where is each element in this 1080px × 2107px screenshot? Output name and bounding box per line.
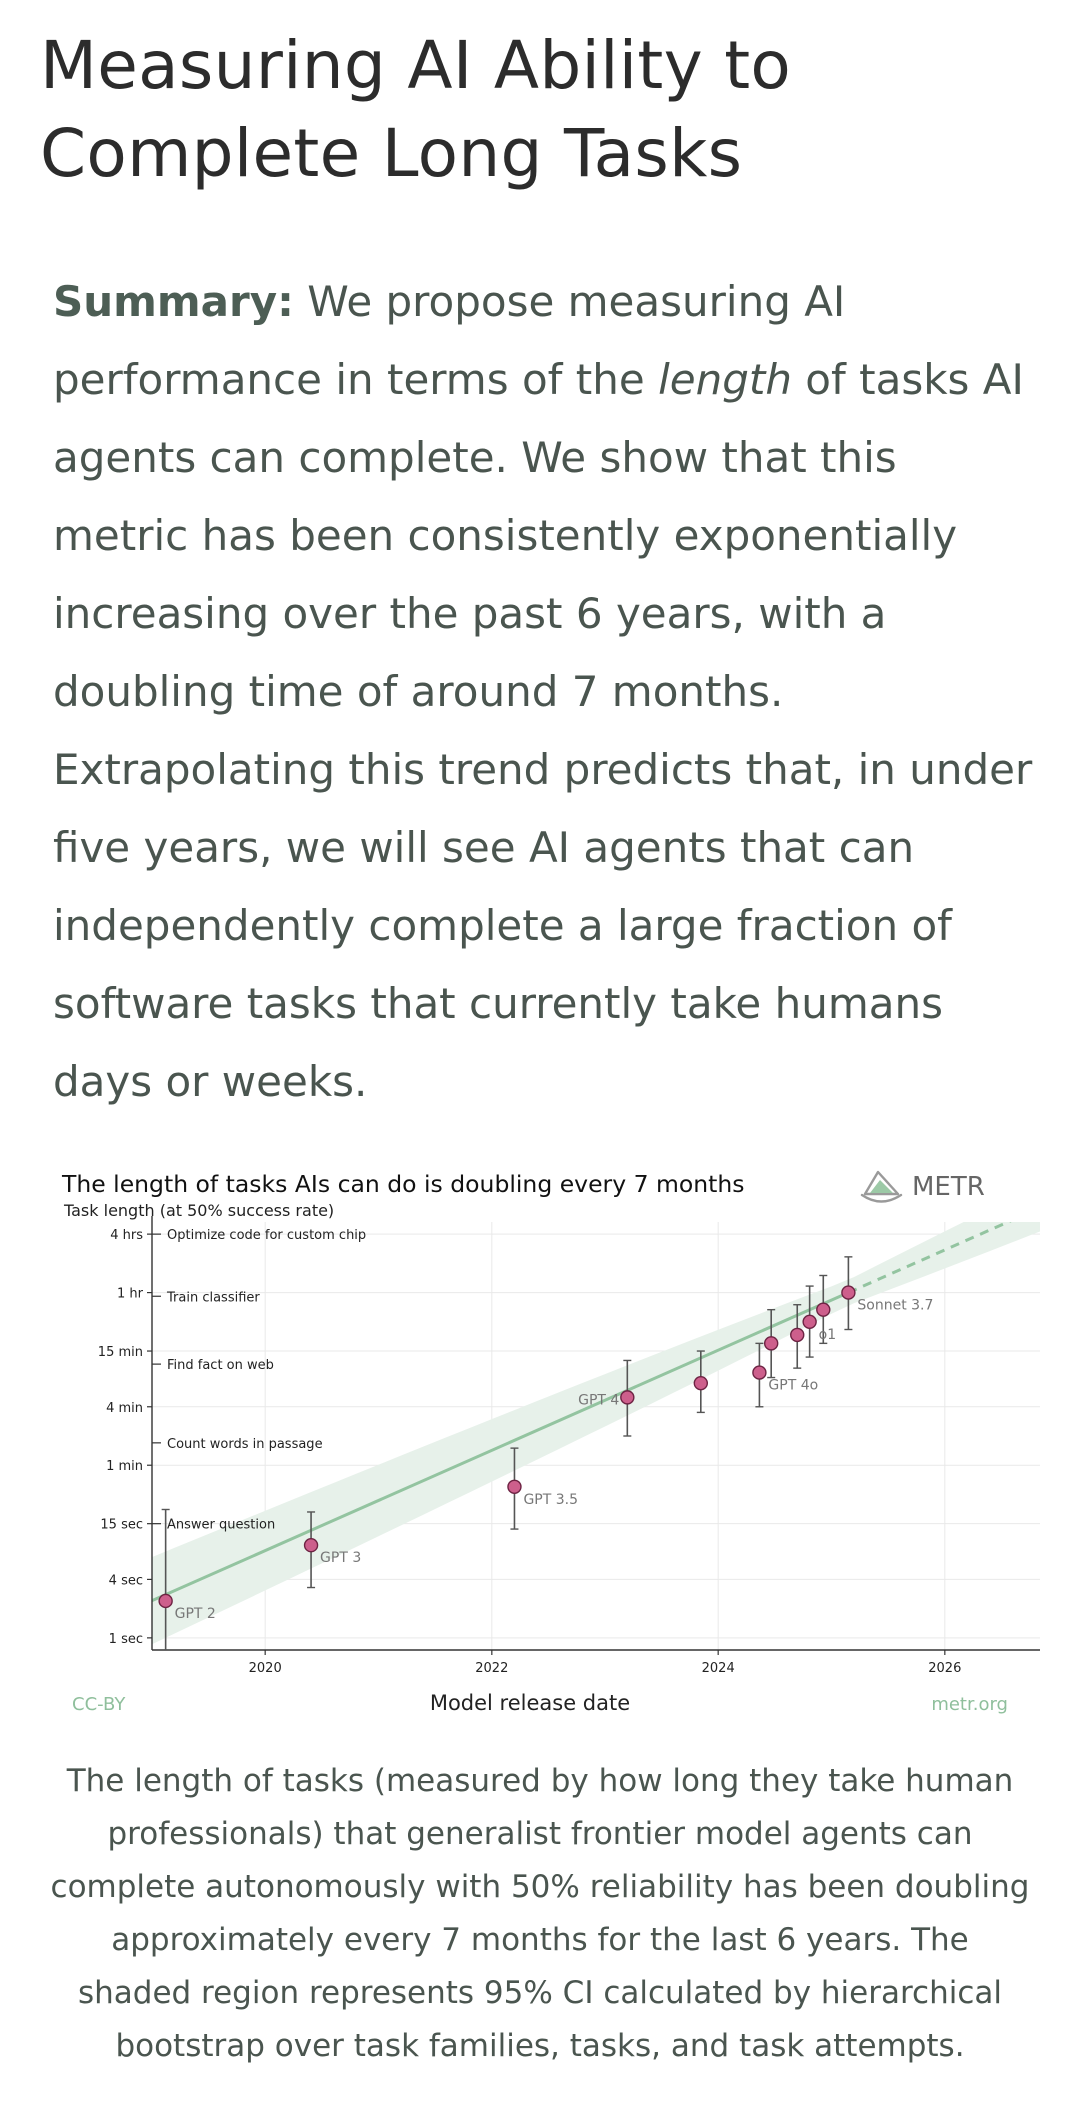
model-point — [763, 1336, 779, 1351]
task-example-label: Count words in passage — [167, 1437, 323, 1452]
y-tick-label: 1 min — [106, 1459, 143, 1474]
y-tick-label: 4 sec — [109, 1573, 143, 1588]
chart-xlabel: Model release date — [430, 1691, 630, 1715]
y-tick-label: 1 hr — [117, 1287, 144, 1302]
trend-line-extrapolated — [847, 1222, 1012, 1294]
summary-emphasis: length — [658, 355, 792, 404]
model-point-label: o1 — [819, 1327, 836, 1343]
x-tick-label: 2020 — [249, 1661, 282, 1676]
model-point-label: GPT 3 — [320, 1550, 361, 1566]
task-example-label: Find fact on web — [167, 1358, 274, 1373]
metr-logo: METR — [860, 1170, 985, 1203]
y-tick-label: 4 min — [106, 1401, 143, 1416]
model-point — [693, 1375, 709, 1391]
model-point-label: GPT 2 — [175, 1606, 216, 1622]
metr-logo-icon — [860, 1170, 903, 1203]
task-example-label: Answer question — [167, 1518, 275, 1533]
x-tick-label: 2022 — [475, 1661, 508, 1676]
chart-figure: The length of tasks AIs can do is doubli… — [40, 1150, 1040, 1730]
model-point — [790, 1327, 805, 1343]
model-point — [303, 1538, 319, 1553]
license-text: CC-BY — [72, 1694, 126, 1715]
task-example-label: Train classifier — [166, 1290, 260, 1305]
summary-text-2: of tasks AI agents can complete. We show… — [53, 355, 1033, 1106]
y-tick-label: 4 hrs — [110, 1228, 143, 1243]
figure-caption: The length of tasks (measured by how lon… — [50, 1763, 1030, 2064]
page-title: Measuring AI Ability to Complete Long Tas… — [40, 22, 1050, 198]
page-title-line-1: Measuring AI Ability to — [40, 27, 792, 104]
summary-text-1: We propose measuring AI performance in t… — [53, 277, 846, 404]
summary-label: Summary: — [53, 277, 294, 326]
x-tick-label: 2024 — [702, 1661, 735, 1676]
model-point-label: GPT 3.5 — [523, 1492, 578, 1508]
ci-band — [152, 1222, 1040, 1645]
model-point-label: GPT 4o — [768, 1378, 818, 1394]
x-tick-label: 2026 — [928, 1661, 961, 1676]
page-title-line-2: Complete Long Tasks — [40, 115, 743, 192]
model-point-label: Sonnet 3.7 — [857, 1298, 933, 1314]
trend-line — [152, 1291, 850, 1603]
task-example-label: Optimize code for custom chip — [167, 1228, 366, 1243]
site-text: metr.org — [931, 1694, 1008, 1715]
chart-title: The length of tasks AIs can do is doubli… — [61, 1170, 745, 1198]
model-point — [841, 1285, 856, 1300]
model-point — [802, 1314, 817, 1330]
y-tick-label: 1 sec — [109, 1632, 143, 1647]
model-point — [507, 1479, 522, 1494]
model-point — [620, 1390, 635, 1405]
summary-paragraph: Summary: We propose measuring AI perform… — [53, 263, 1043, 1121]
chart-ylabel: Task length (at 50% success rate) — [63, 1201, 334, 1220]
y-tick-label: 15 sec — [100, 1518, 143, 1533]
model-point — [816, 1302, 831, 1317]
model-point — [158, 1593, 173, 1609]
model-point — [752, 1365, 767, 1380]
model-point-label: GPT 4 — [578, 1392, 619, 1408]
task-length-chart: The length of tasks AIs can do is doubli… — [61, 1170, 1040, 1715]
metr-logo-text: METR — [912, 1172, 985, 1202]
y-tick-label: 15 min — [98, 1345, 143, 1360]
